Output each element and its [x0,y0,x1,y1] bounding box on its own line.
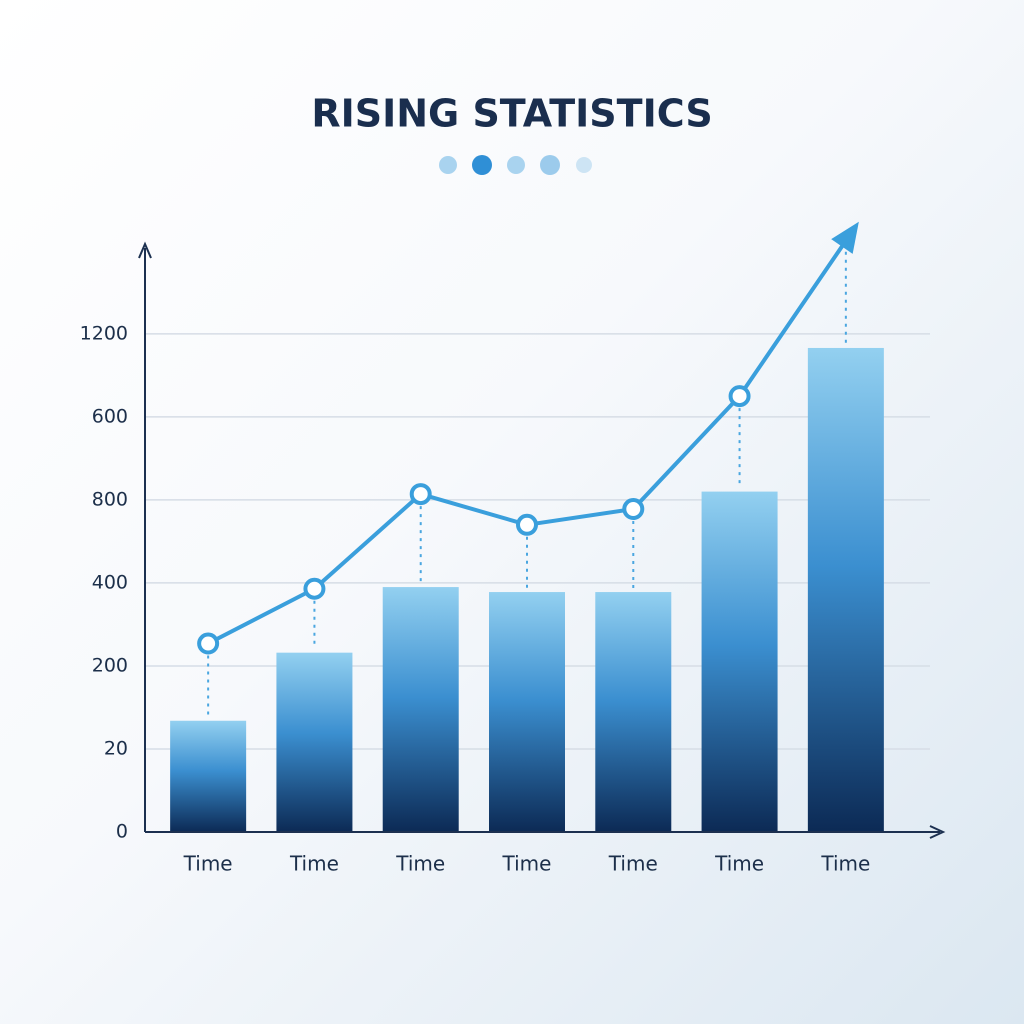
bar [701,491,778,832]
x-tick-label: Time [820,852,870,876]
axes [138,241,946,839]
x-tick-label: Time [714,852,764,876]
x-tick-label: Time [502,852,552,876]
y-tick-label: 400 [92,571,128,593]
line-marker [409,483,432,506]
line-marker [728,385,751,408]
y-tick-label: 1200 [80,322,128,344]
bar [489,592,565,832]
y-tick-label: 20 [104,737,128,759]
line-marker [197,632,220,655]
bar [276,652,353,832]
line-layer [197,221,859,717]
bars [170,347,884,832]
x-tick-label: Time [289,852,339,876]
y-tick-label: 800 [92,488,128,510]
bar [382,587,459,832]
bar [170,720,247,832]
arrow-head [831,221,859,254]
x-tick-label: Time [183,852,233,876]
bar [595,592,672,832]
line-marker [303,577,326,600]
labels: 0 20 200 400 800 600 1200 Time Time Time Time Time T… [80,322,871,875]
line-marker [516,513,538,536]
bar [807,347,884,832]
y-tick-label: 200 [92,654,128,676]
x-tick-label: Time [395,852,445,876]
chart-title: RISING STATISTICS [311,92,712,136]
title-dots [439,155,592,175]
y-tick-label: 0 [116,821,128,843]
y-tick-label: 600 [92,405,128,427]
line-marker [622,498,645,521]
x-tick-label: Time [608,852,658,876]
